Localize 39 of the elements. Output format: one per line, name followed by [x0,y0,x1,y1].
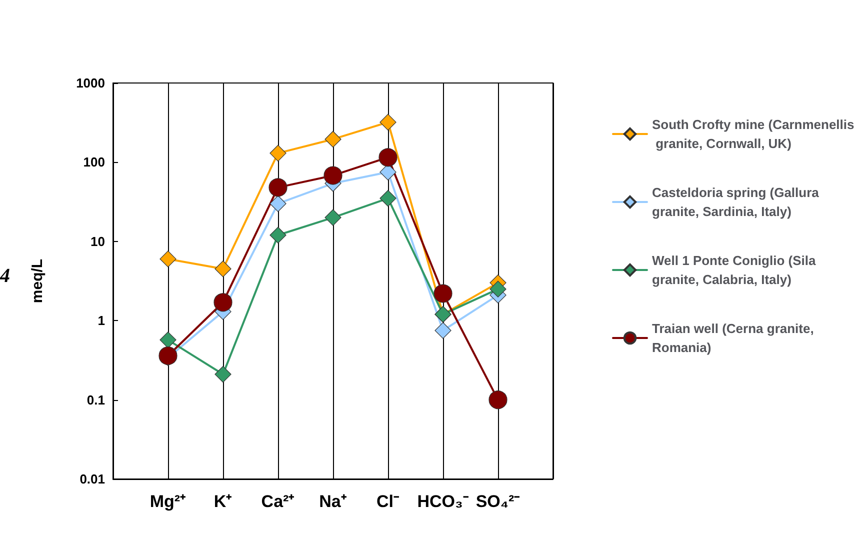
y-tick-label: 1000 [76,76,105,90]
y-tick-label: 0.01 [80,472,105,486]
point [434,322,452,339]
y-axis-title: meq/L [29,258,46,304]
point [214,366,232,383]
x-tick-label: HCO₃⁻ [417,492,469,511]
y-tick-label: 100 [83,154,105,170]
point [158,346,178,366]
x-tick-label: Cl⁻ [376,492,400,511]
legend-label: South Crofty mine (Carnmenellis granite, Cornwall, UK) [652,117,854,151]
point [270,226,286,244]
legend-label: Well 1 Ponte Coniglio (Sila granite, Calabria, Italy) [652,253,820,287]
text: 4 [0,265,10,287]
y-tick-label: 1 [98,313,105,328]
point [434,284,452,303]
x-tick-label: SO₄²⁻ [476,492,520,511]
point [268,178,288,197]
point [488,390,508,410]
point [214,293,232,312]
point [324,209,342,226]
point [160,250,176,268]
point [378,148,398,167]
point [270,144,286,162]
legend-label: Traian well (Cerna granite, Romania) [652,321,818,355]
point [214,260,232,278]
point [380,190,396,207]
x-tick-label: Mg²⁺ [150,492,186,511]
point [324,130,342,148]
y-tick-label: 0.1 [86,392,105,408]
point [490,280,506,298]
point [270,195,286,212]
point [324,166,342,185]
legend-label: Casteldoria spring (Gallura granite, Sardinia, Italy) [652,185,822,219]
point [160,332,176,348]
x-tick-label: Ca²⁺ [261,492,295,511]
y-tick-label: 10 [90,234,105,249]
x-tick-label: Na⁺ [319,492,347,511]
x-tick-label: K⁺ [214,492,232,511]
point [380,114,396,130]
